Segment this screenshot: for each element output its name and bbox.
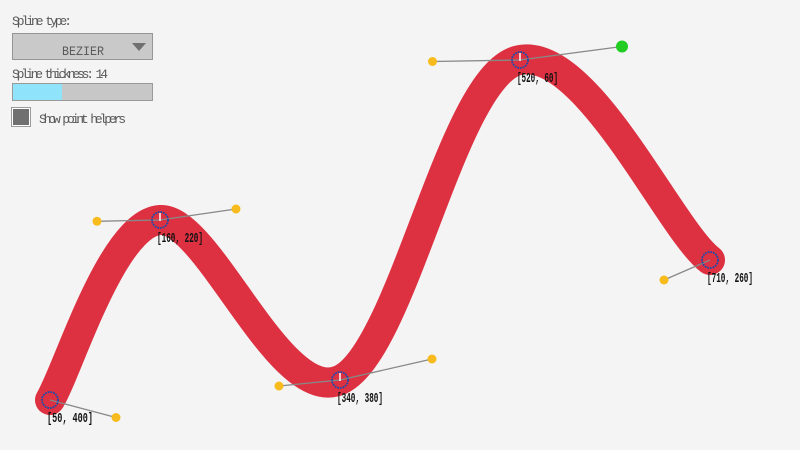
svg-text:[710, 260]: [710, 260] [707,271,753,287]
svg-text:[340, 380]: [340, 380] [337,391,383,407]
svg-text:[50, 400]: [50, 400] [47,411,93,427]
svg-text:[520, 60]: [520, 60] [517,71,558,87]
svg-text:[160, 220]: [160, 220] [157,231,203,247]
